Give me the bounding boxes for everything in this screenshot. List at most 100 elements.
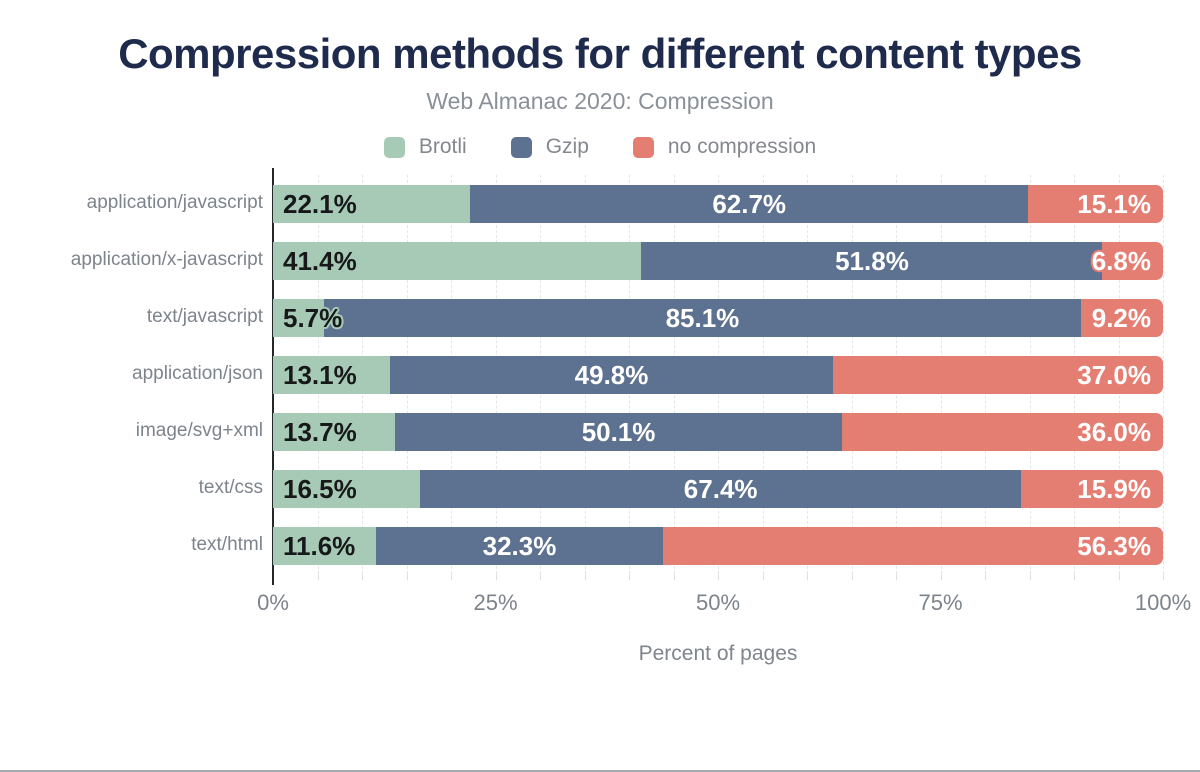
- x-axis-minor-tick: [1163, 574, 1164, 580]
- y-axis-category-label: text/javascript: [146, 306, 263, 328]
- legend-swatch-icon: [510, 136, 532, 158]
- bar-segment-no-compression[interactable]: 9.2%: [1081, 298, 1163, 337]
- legend-swatch-icon: [632, 136, 654, 158]
- x-axis-minor-tick: [584, 574, 586, 580]
- bar-segment-no-compression[interactable]: 15.9%: [1021, 469, 1163, 508]
- bar-segment-gzip[interactable]: 67.4%: [420, 469, 1022, 508]
- x-axis-minor-tick: [985, 574, 986, 580]
- x-axis-ticks: [272, 574, 1164, 586]
- bar-segment-no-compression[interactable]: 37.0%: [833, 355, 1163, 394]
- value-label: 50.1%: [581, 416, 656, 447]
- bar-row: text/javascript 5.7% 85.1% 9.2%: [0, 289, 1200, 346]
- y-axis-category-label: application/javascript: [86, 192, 263, 214]
- x-axis-minor-tick: [718, 574, 719, 580]
- y-axis-category-label: text/html: [191, 534, 263, 556]
- y-axis-category-label: text/css: [198, 477, 263, 499]
- y-axis-category-label: application/json: [132, 363, 263, 385]
- x-axis-zero-tick: [272, 574, 274, 585]
- bar-track: 5.7% 85.1% 9.2%: [273, 298, 1163, 337]
- bar-segment-gzip[interactable]: 85.1%: [323, 298, 1082, 337]
- bar-segment-no-compression[interactable]: 6.8%: [1092, 241, 1163, 280]
- bar-row: application/x-javascript 41.4% 51.8% 6.8%: [0, 232, 1200, 289]
- legend-label: Brotli: [418, 135, 467, 158]
- bar-segment-brotli[interactable]: 41.4%: [273, 241, 642, 280]
- x-axis-tick-label: 0%: [257, 590, 289, 615]
- bar-row: text/css 16.5% 67.4% 15.9%: [0, 460, 1200, 517]
- x-axis-minor-tick: [940, 574, 942, 580]
- bar-track: 11.6% 32.3% 56.3%: [273, 526, 1163, 565]
- x-axis-minor-tick: [451, 574, 452, 580]
- value-label: 6.8%: [1091, 245, 1151, 276]
- bar-rows: application/javascript 22.1% 62.7% 15.1% app…: [0, 175, 1200, 574]
- x-axis-tick-label: 50%: [695, 590, 741, 615]
- bar-segment-brotli[interactable]: 13.1%: [273, 355, 390, 394]
- x-axis-minor-tick: [896, 574, 897, 580]
- plot-area: application/javascript 22.1% 62.7% 15.1% app…: [0, 168, 1200, 620]
- value-label: 67.4%: [683, 473, 758, 504]
- value-label: 15.9%: [1077, 473, 1151, 504]
- x-axis-tick-label: 100%: [1134, 590, 1192, 615]
- bar-track: 13.1% 49.8% 37.0%: [273, 355, 1163, 394]
- x-axis-minor-tick: [540, 574, 541, 580]
- value-label: 16.5%: [283, 473, 357, 504]
- x-axis-title: Percent of pages: [638, 642, 798, 665]
- bar-segment-brotli[interactable]: 11.6%: [273, 526, 377, 565]
- legend: Brotli Gzip no compression: [0, 135, 1200, 159]
- bar-segment-brotli[interactable]: 22.1%: [273, 184, 470, 223]
- x-axis-tick-label: 75%: [918, 590, 963, 615]
- bar-segment-brotli[interactable]: 13.7%: [273, 412, 396, 451]
- bar-row: image/svg+xml 13.7% 50.1% 36.0%: [0, 403, 1200, 460]
- x-axis-minor-tick: [807, 574, 808, 580]
- value-label: 13.1%: [283, 359, 357, 390]
- value-label: 5.7%: [283, 302, 343, 333]
- bar-segment-gzip[interactable]: 62.7%: [469, 184, 1029, 223]
- legend-label: Gzip: [545, 135, 589, 158]
- value-label: 56.3%: [1077, 530, 1151, 561]
- bar-segment-brotli[interactable]: 16.5%: [273, 469, 421, 508]
- bar-segment-gzip[interactable]: 49.8%: [389, 355, 834, 394]
- x-axis-minor-tick: [495, 574, 497, 580]
- legend-label: no compression: [667, 135, 817, 158]
- value-label: 41.4%: [283, 245, 357, 276]
- bar-segment-no-compression[interactable]: 56.3%: [662, 526, 1163, 565]
- x-axis-minor-tick: [629, 574, 630, 580]
- bar-track: 16.5% 67.4% 15.9%: [273, 469, 1163, 508]
- bar-segment-no-compression[interactable]: 15.1%: [1028, 184, 1164, 223]
- bar-track: 13.7% 50.1% 36.0%: [273, 412, 1163, 451]
- value-label: 36.0%: [1077, 416, 1151, 447]
- value-label: 62.7%: [712, 188, 787, 219]
- legend-item-brotli: Brotli: [383, 135, 467, 159]
- x-axis-labels: 0% 25% 50% 75% 100%: [257, 590, 1191, 620]
- x-axis-minor-tick: [362, 574, 363, 580]
- gridline: [1163, 175, 1164, 574]
- value-label: 49.8%: [574, 359, 649, 390]
- x-axis-minor-tick: [762, 574, 764, 580]
- value-label: 51.8%: [835, 245, 909, 276]
- x-axis-minor-tick: [1074, 574, 1075, 580]
- value-label: 11.6%: [283, 530, 356, 561]
- legend-item-gzip: Gzip: [510, 135, 589, 159]
- bar-row: application/javascript 22.1% 62.7% 15.1%: [0, 175, 1200, 232]
- chart-title: Compression methods for different conten…: [118, 30, 1082, 77]
- x-axis-minor-tick: [851, 574, 853, 580]
- x-axis-minor-tick: [1118, 574, 1120, 580]
- y-axis-category-label: image/svg+xml: [135, 420, 263, 442]
- bar-segment-gzip[interactable]: 51.8%: [641, 241, 1103, 280]
- chart-subtitle: Web Almanac 2020: Compression: [426, 88, 774, 114]
- value-label: 32.3%: [482, 530, 557, 561]
- value-label: 85.1%: [665, 302, 740, 333]
- value-label: 15.1%: [1077, 188, 1152, 219]
- x-axis-minor-tick: [673, 574, 675, 580]
- bar-segment-brotli[interactable]: 5.7%: [273, 298, 342, 337]
- y-axis-category-label: application/x-javascript: [70, 249, 263, 271]
- value-label: 37.0%: [1077, 359, 1151, 390]
- bar-row: application/json 13.1% 49.8% 37.0%: [0, 346, 1200, 403]
- bar-segment-no-compression[interactable]: 36.0%: [841, 412, 1163, 451]
- bar-track: 41.4% 51.8% 6.8%: [273, 241, 1163, 280]
- value-label: 9.2%: [1091, 302, 1151, 333]
- bar-segment-gzip[interactable]: 32.3%: [376, 526, 663, 565]
- value-label: 13.7%: [283, 416, 357, 447]
- legend-item-no-compression: no compression: [632, 135, 817, 159]
- x-axis-minor-tick: [406, 574, 408, 580]
- bar-segment-gzip[interactable]: 50.1%: [395, 412, 842, 451]
